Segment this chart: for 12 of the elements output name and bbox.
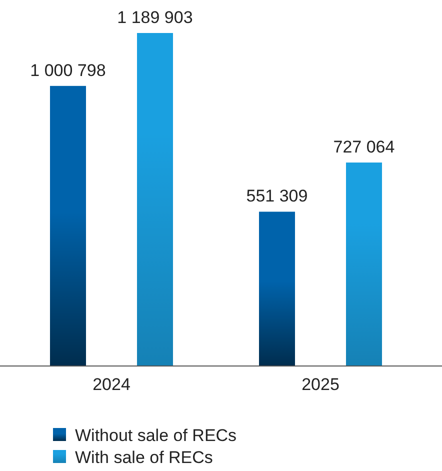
bar: [346, 162, 382, 366]
bar: [137, 33, 173, 366]
bar: [50, 86, 86, 366]
legend-label: With sale of RECs: [75, 448, 213, 467]
data-label: 551 309: [246, 186, 308, 206]
bar: [259, 212, 295, 366]
data-label: 727 064: [333, 138, 395, 157]
x-tick-label: 2024: [92, 375, 130, 394]
legend-label: Without sale of RECs: [75, 426, 237, 445]
x-tick-label: 2025: [302, 375, 340, 394]
data-label: 1 189 903: [117, 8, 193, 27]
data-label: 1 000 798: [30, 60, 106, 80]
